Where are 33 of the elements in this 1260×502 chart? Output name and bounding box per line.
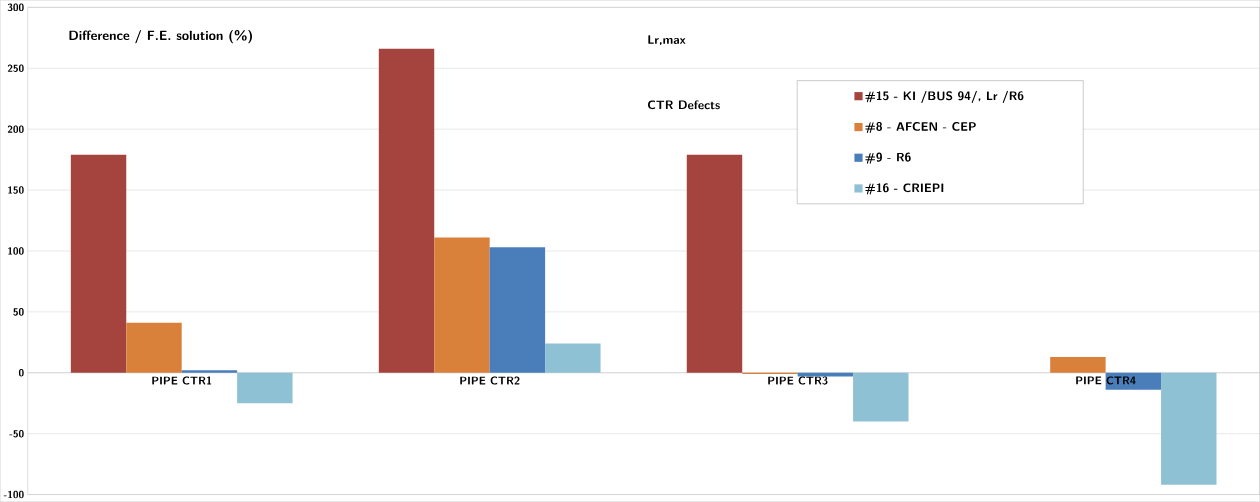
y-tick-label: -50 (9, 429, 24, 438)
legend-label: #9 - R6 (865, 152, 911, 164)
bar (1050, 356, 1106, 373)
bar (237, 372, 293, 404)
y-tick-label: -100 (3, 490, 24, 499)
x-tick-label: PIPE CTR2 (460, 376, 520, 385)
bar (378, 48, 435, 373)
y-axis-title: Difference / F.E. solution (%) (69, 29, 252, 44)
y-tick-label: 100 (8, 247, 24, 255)
y-tick-label: 200 (7, 125, 24, 133)
y-tick-label: 250 (7, 64, 24, 73)
bar (1161, 372, 1217, 485)
bar (489, 247, 546, 373)
x-tick-label: PIPE CTR1 (152, 376, 212, 385)
y-tick-label: 50 (13, 308, 24, 316)
y-tick-label: 300 (7, 3, 24, 12)
bar (853, 372, 909, 422)
bar (181, 370, 238, 373)
text: CTR Defects (648, 100, 720, 110)
bar (126, 322, 182, 373)
x-tick-label: PIPE CTR4 (1076, 376, 1136, 385)
bar (1105, 372, 1162, 390)
bar (434, 237, 490, 373)
bar (545, 343, 601, 373)
y-tick-label: 0 (18, 369, 24, 377)
legend-label: #8 - AFCEN - CEP (865, 121, 976, 134)
bar (70, 154, 127, 373)
text: Lr,max (648, 35, 686, 46)
legend-label: #16 - CRIEPI (865, 183, 944, 195)
x-tick-label: PIPE CTR3 (768, 376, 828, 385)
legend-label: #15 - KI /BUS 94/, Lr /R6 (865, 90, 1024, 104)
y-tick-label: 150 (8, 186, 24, 194)
bar (686, 154, 743, 373)
